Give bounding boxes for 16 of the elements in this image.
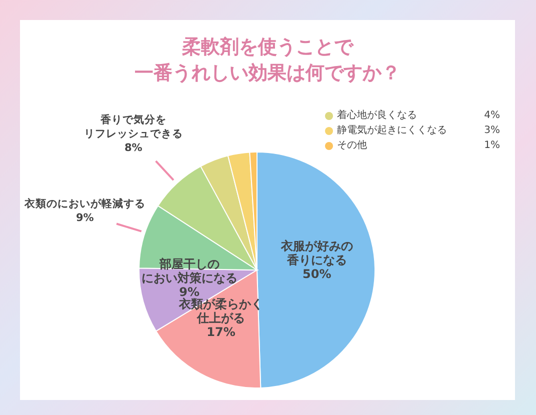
data-label: 8% [124,142,143,154]
slice-label: 香りで気分をリフレッシュできる [84,112,183,140]
slice-label: 衣服が好みの香りになる [280,238,353,267]
legend-label: 静電気が起きにくくなる [337,124,447,138]
data-label: 50% [302,266,332,281]
data-label: 4% [484,109,500,123]
slice-label: 部屋干しのにおい対策になる [141,256,238,285]
chart-title: 柔軟剤を使うことで一番うれしい効果は何ですか？ [134,35,402,86]
data-label: 1% [484,139,500,153]
data-label: 17% [206,325,236,340]
slice-label: 衣類のにおいが軽減する [23,197,146,210]
data-label: 3% [484,124,500,138]
legend-label: その他 [337,139,367,153]
data-label: 9% [76,212,94,224]
data-label: 9% [179,284,200,299]
legend-label: 着心地が良くなる [337,108,417,123]
